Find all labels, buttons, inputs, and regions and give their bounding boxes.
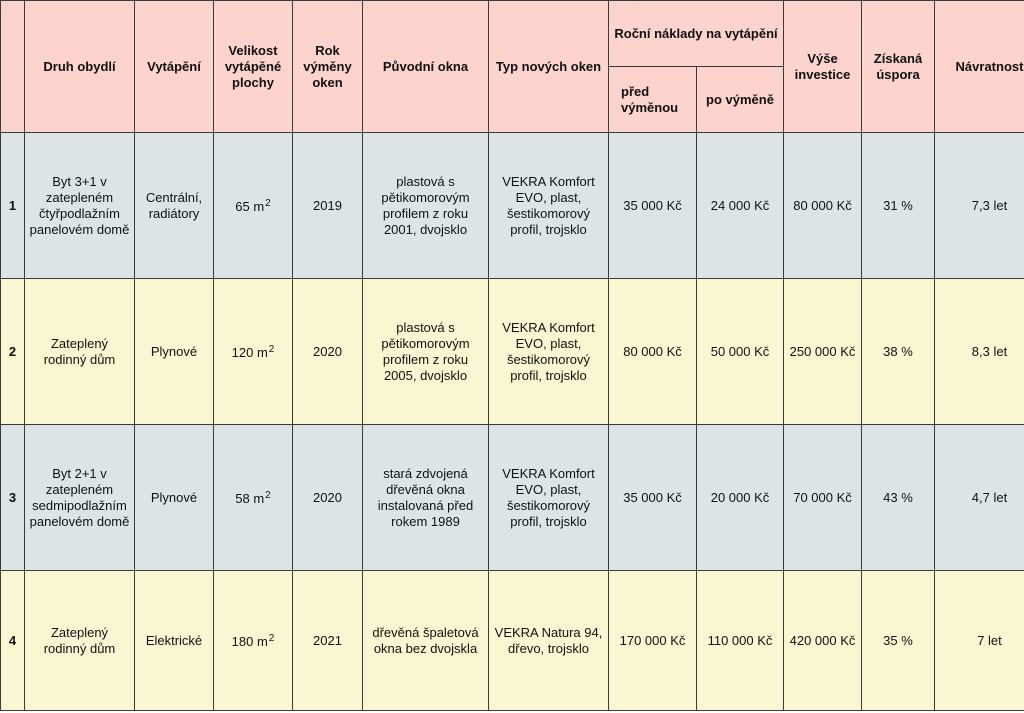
savings-cell: 35 % bbox=[861, 570, 935, 711]
savings-cell: 43 % bbox=[861, 424, 935, 571]
payback-cell: 4,7 let bbox=[934, 424, 1024, 571]
savings-cell: 31 % bbox=[861, 132, 935, 279]
area-superscript: 2 bbox=[265, 490, 271, 501]
dwelling-type-cell: Byt 2+1 v zatepleném sedmipodlažním pane… bbox=[24, 424, 135, 571]
heating-cell: Centrální, radiátory bbox=[134, 132, 214, 279]
area-superscript: 2 bbox=[268, 633, 275, 644]
original-windows-cell: plastová s pětikomorovým profilem z roku… bbox=[362, 278, 489, 425]
area-value: 120 m bbox=[231, 345, 268, 360]
header-year: Rok výměny oken bbox=[292, 0, 363, 133]
new-windows-cell: VEKRA Komfort EVO, plast, šestikomorový … bbox=[488, 132, 609, 279]
payback-cell: 7 let bbox=[934, 570, 1024, 711]
header-savings: Získaná úspora bbox=[861, 0, 935, 133]
investment-cell: 250 000 Kč bbox=[783, 278, 862, 425]
table-row: 4 Zateplený rodinný dům Elektrické 180 m… bbox=[0, 570, 1024, 711]
area-value: 180 m bbox=[231, 634, 268, 649]
header-cost-before: před výměnou bbox=[608, 66, 697, 133]
row-number: 4 bbox=[0, 570, 25, 711]
header-area: Velikost vytápěné plochy bbox=[213, 0, 293, 133]
area-cell: 180 m2 bbox=[213, 570, 293, 711]
header-cost-after: po výměně bbox=[696, 66, 784, 133]
table-row: 3 Byt 2+1 v zatepleném sedmipodlažním pa… bbox=[0, 424, 1024, 571]
cost-before-cell: 170 000 Kč bbox=[608, 570, 697, 711]
cost-after-cell: 24 000 Kč bbox=[696, 132, 784, 279]
dwelling-type-cell: Byt 3+1 v zatepleném čtyřpodlažním panel… bbox=[24, 132, 135, 279]
original-windows-cell: stará zdvojená dřevěná okna instalovaná … bbox=[362, 424, 489, 571]
header-new-windows: Typ nových oken bbox=[488, 0, 609, 133]
payback-cell: 8,3 let bbox=[934, 278, 1024, 425]
header-heating: Vytápění bbox=[134, 0, 214, 133]
original-windows-cell: dřevěná špaletová okna bez dvojskla bbox=[362, 570, 489, 711]
cost-after-cell: 110 000 Kč bbox=[696, 570, 784, 711]
header-original-windows: Původní okna bbox=[362, 0, 489, 133]
cost-before-cell: 35 000 Kč bbox=[608, 424, 697, 571]
savings-cell: 38 % bbox=[861, 278, 935, 425]
header-dwelling-type: Druh obydlí bbox=[24, 0, 135, 133]
header-annual-costs: Roční náklady na vytápění bbox=[608, 0, 784, 67]
dwelling-type-cell: Zateplený rodinný dům bbox=[24, 278, 135, 425]
cost-before-cell: 80 000 Kč bbox=[608, 278, 697, 425]
heating-cell: Plynové bbox=[134, 278, 214, 425]
area-cell: 65 m2 bbox=[213, 132, 293, 279]
payback-cell: 7,3 let bbox=[934, 132, 1024, 279]
cost-after-cell: 20 000 Kč bbox=[696, 424, 784, 571]
table-row: 2 Zateplený rodinný dům Plynové 120 m2 2… bbox=[0, 278, 1024, 425]
new-windows-cell: VEKRA Komfort EVO, plast, šestikomorový … bbox=[488, 424, 609, 571]
year-cell: 2020 bbox=[292, 278, 363, 425]
year-cell: 2019 bbox=[292, 132, 363, 279]
header-row: Druh obydlí Vytápění Velikost vytápěné p… bbox=[0, 0, 1024, 133]
new-windows-cell: VEKRA Natura 94, dřevo, trojsklo bbox=[488, 570, 609, 711]
investment-cell: 420 000 Kč bbox=[783, 570, 862, 711]
investment-cell: 70 000 Kč bbox=[783, 424, 862, 571]
header-investment: Výše investice bbox=[783, 0, 862, 133]
year-cell: 2021 bbox=[292, 570, 363, 711]
header-number bbox=[0, 0, 25, 133]
area-superscript: 2 bbox=[265, 198, 271, 209]
cost-after-cell: 50 000 Kč bbox=[696, 278, 784, 425]
header-payback: Návratnost bbox=[934, 0, 1024, 133]
row-number: 2 bbox=[0, 278, 25, 425]
area-superscript: 2 bbox=[268, 344, 275, 355]
cost-before-cell: 35 000 Kč bbox=[608, 132, 697, 279]
new-windows-cell: VEKRA Komfort EVO, plast, šestikomorový … bbox=[488, 278, 609, 425]
table-row: 1 Byt 3+1 v zatepleném čtyřpodlažním pan… bbox=[0, 132, 1024, 279]
row-number: 3 bbox=[0, 424, 25, 571]
year-cell: 2020 bbox=[292, 424, 363, 571]
heating-cell: Plynové bbox=[134, 424, 214, 571]
heating-cell: Elektrické bbox=[134, 570, 214, 711]
area-cell: 120 m2 bbox=[213, 278, 293, 425]
area-value: 65 m bbox=[235, 199, 265, 214]
area-cell: 58 m2 bbox=[213, 424, 293, 571]
original-windows-cell: plastová s pětikomorovým profilem z roku… bbox=[362, 132, 489, 279]
row-number: 1 bbox=[0, 132, 25, 279]
investment-cell: 80 000 Kč bbox=[783, 132, 862, 279]
dwelling-type-cell: Zateplený rodinný dům bbox=[24, 570, 135, 711]
area-value: 58 m bbox=[235, 491, 265, 506]
